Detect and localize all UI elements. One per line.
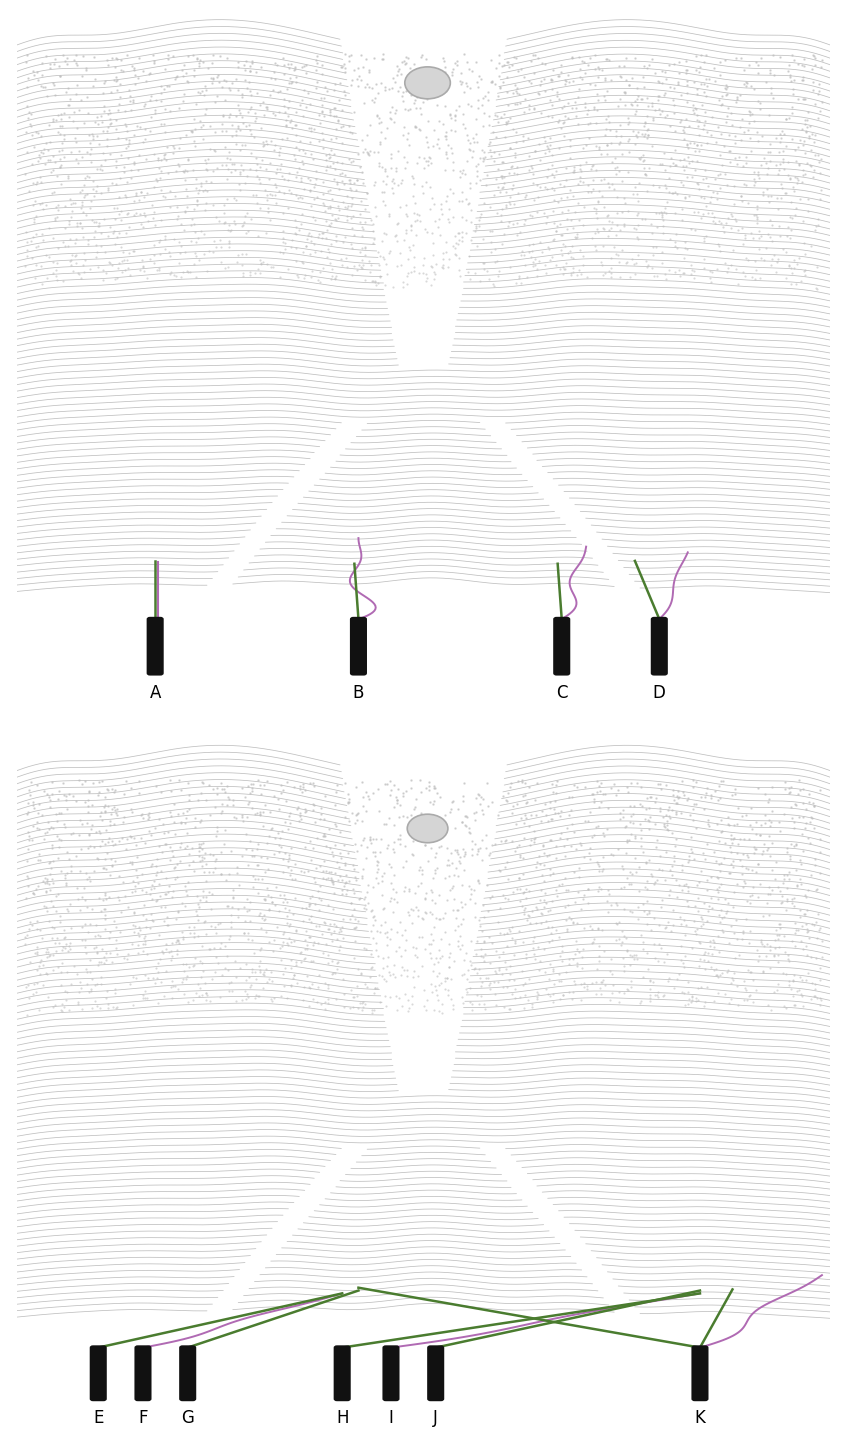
FancyBboxPatch shape [147,617,163,675]
Text: B: B [352,684,364,702]
Text: A: A [149,684,161,702]
FancyBboxPatch shape [553,617,570,675]
Text: K: K [695,1409,706,1427]
Text: I: I [389,1409,393,1427]
FancyBboxPatch shape [650,617,667,675]
FancyBboxPatch shape [90,1345,107,1402]
Text: J: J [434,1409,438,1427]
Text: G: G [181,1409,194,1427]
FancyBboxPatch shape [427,1345,444,1402]
Circle shape [405,66,451,99]
Text: C: C [556,684,567,702]
Text: H: H [336,1409,348,1427]
FancyBboxPatch shape [180,1345,197,1402]
FancyBboxPatch shape [135,1345,152,1402]
FancyBboxPatch shape [350,617,367,675]
Text: E: E [93,1409,103,1427]
Text: D: D [653,684,666,702]
FancyBboxPatch shape [334,1345,351,1402]
FancyBboxPatch shape [691,1345,708,1402]
Text: F: F [138,1409,147,1427]
Circle shape [407,814,448,843]
FancyBboxPatch shape [383,1345,400,1402]
